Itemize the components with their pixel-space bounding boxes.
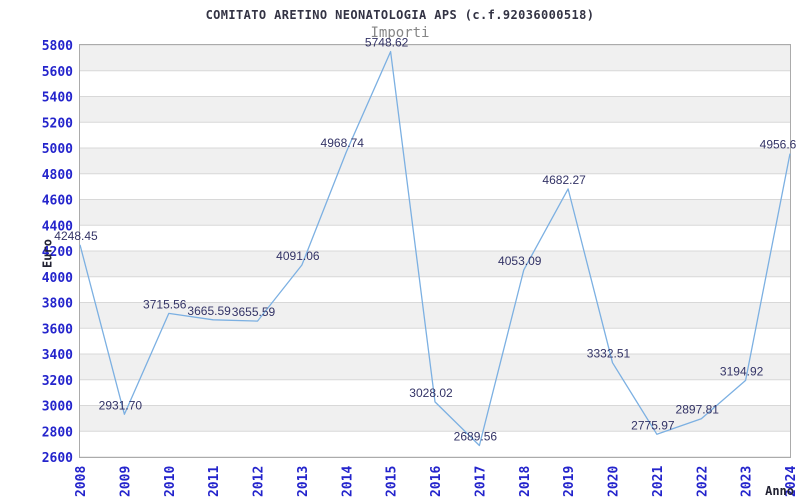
- y-tick-label: 3200: [42, 374, 73, 389]
- band: [80, 405, 790, 432]
- y-tick-label: 2800: [42, 425, 73, 440]
- value-label: 4053.09: [498, 254, 542, 268]
- x-tick-label: 2016: [429, 466, 444, 497]
- x-tick-label: 2022: [695, 466, 710, 497]
- value-label: 4682.27: [542, 173, 586, 187]
- x-tick-label: 2017: [473, 466, 488, 497]
- x-axis-title: Anno: [765, 484, 794, 498]
- value-label: 4091.06: [276, 249, 320, 263]
- y-tick-label: 4400: [42, 219, 73, 234]
- value-label: 3194.92: [720, 364, 764, 378]
- y-tick-label: 3600: [42, 322, 73, 337]
- x-tick-label: 2008: [74, 466, 89, 497]
- x-tick-label: 2021: [651, 466, 666, 497]
- value-label: 4956.6: [760, 138, 797, 152]
- value-labels: 4248.45 2931.70 3715.56 3665.59 3655.59 4091.…: [54, 36, 796, 444]
- y-tick-label: 5800: [42, 39, 73, 54]
- value-label: 2897.81: [676, 403, 720, 417]
- y-tick-label: 3800: [42, 297, 73, 312]
- y-axis-title: Euro: [40, 239, 55, 268]
- value-label: 3715.56: [143, 297, 187, 311]
- y-tick-label: 5000: [42, 142, 73, 157]
- value-label: 2931.70: [99, 398, 143, 412]
- value-label: 3028.02: [409, 386, 453, 400]
- y-tick-label: 4800: [42, 168, 73, 183]
- y-tick-label: 4600: [42, 194, 73, 209]
- band: [80, 251, 790, 277]
- value-label: 3655.59: [232, 305, 276, 319]
- band: [80, 354, 790, 380]
- value-label: 5748.62: [365, 36, 409, 50]
- x-tick-label: 2011: [207, 466, 222, 497]
- x-tick-label: 2024: [784, 466, 799, 497]
- x-tick-label: 2015: [385, 466, 400, 497]
- plot-border: [79, 44, 791, 458]
- x-tick-label: 2012: [252, 466, 267, 497]
- value-label: 4248.45: [54, 229, 98, 243]
- x-tick-label: 2013: [296, 466, 311, 497]
- band: [80, 199, 790, 226]
- x-tick-label: 2018: [518, 466, 533, 497]
- band: [80, 45, 790, 71]
- band: [80, 96, 790, 123]
- plot-bands: [80, 45, 790, 432]
- value-label: 3332.51: [587, 347, 631, 361]
- y-tick-label: 5400: [42, 91, 73, 106]
- value-label: 2689.56: [454, 429, 498, 443]
- y-tick-labels: 5800 5600 5400 5200 5000 4800 4600 4400 4200 4000…: [42, 39, 73, 466]
- y-tick-label: 2600: [42, 451, 73, 466]
- y-tick-label: 3400: [42, 348, 73, 363]
- value-label: 4968.74: [321, 136, 365, 150]
- x-tick-label: 2014: [340, 466, 355, 497]
- y-tick-label: 4200: [42, 245, 73, 260]
- chart-subtitle: Importi: [370, 25, 430, 41]
- y-tick-label: 5600: [42, 65, 73, 80]
- y-tick-label: 4000: [42, 271, 73, 286]
- chart-title: COMITATO ARETINO NEONATOLOGIA APS (c.f.9…: [205, 8, 595, 22]
- x-tick-label: 2020: [607, 466, 622, 497]
- band: [80, 148, 790, 174]
- x-tick-label: 2019: [562, 466, 577, 497]
- series-line: [79, 50, 791, 447]
- y-tick-label: 5200: [42, 116, 73, 131]
- x-tick-label: 2009: [118, 466, 133, 497]
- value-label: 3665.59: [187, 304, 231, 318]
- x-tick-label: 2023: [740, 466, 755, 497]
- value-label: 2775.97: [631, 418, 675, 432]
- y-tick-label: 3000: [42, 400, 73, 415]
- x-tick-labels: 2008 2009 2010 2011 2012 2013 2014 2015 2016 2017…: [74, 466, 799, 497]
- band: [80, 302, 790, 329]
- x-tick-label: 2010: [163, 466, 178, 497]
